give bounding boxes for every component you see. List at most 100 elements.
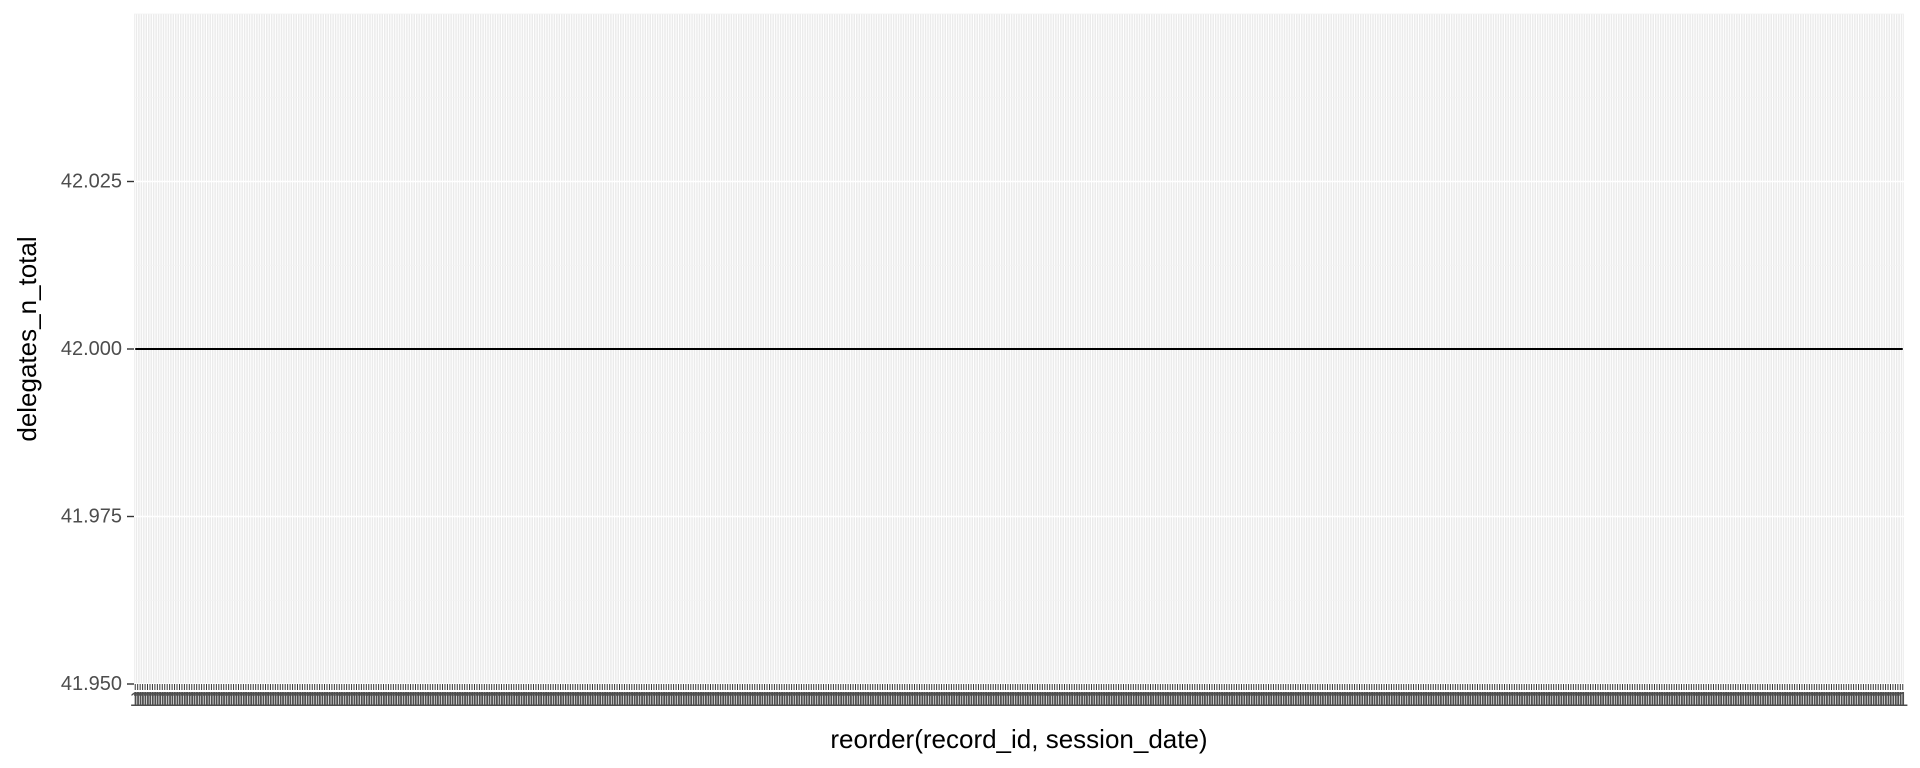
x-tick-label: 1 xyxy=(671,689,682,711)
x-tick-label: 1 xyxy=(1433,689,1444,711)
x-tick-label: 1 xyxy=(1204,689,1215,711)
x-tick-label: 1 xyxy=(174,689,185,711)
x-tick-label: 1 xyxy=(230,689,241,711)
x-tick-label: 1 xyxy=(806,689,817,711)
x-tick-label: 1 xyxy=(366,689,377,711)
x-tick-label: 1 xyxy=(1307,689,1318,711)
x-tick-label: 1 xyxy=(285,689,296,711)
x-tick-label: 1 xyxy=(329,689,340,711)
x-tick-label: 1 xyxy=(1548,689,1559,711)
x-tick-label: 1 xyxy=(1071,689,1082,711)
x-tick-label: 1 xyxy=(348,689,359,711)
x-tick-label: 1 xyxy=(1666,689,1677,711)
x-tick-label: 1 xyxy=(793,689,804,711)
x-tick-label: 1 xyxy=(1081,689,1092,711)
x-tick-label: 1 xyxy=(213,689,224,711)
x-tick-label: 1 xyxy=(803,689,814,711)
x-tick-label: 1 xyxy=(1320,689,1331,711)
x-tick-label: 1 xyxy=(1310,689,1321,711)
x-tick-label: 1 xyxy=(405,689,416,711)
x-tick-label: 1 xyxy=(1391,689,1402,711)
x-tick-label: 1 xyxy=(1455,689,1466,711)
x-tick-label: 1 xyxy=(1479,689,1490,711)
x-tick-label: 1 xyxy=(978,689,989,711)
x-tick-label: 1 xyxy=(1300,689,1311,711)
x-tick-label: 1 xyxy=(1413,689,1424,711)
x-tick-label: 1 xyxy=(1723,689,1734,711)
x-tick-label: 1 xyxy=(811,689,822,711)
x-tick-label: 1 xyxy=(189,689,200,711)
x-tick-label: 1 xyxy=(1868,689,1879,711)
x-tick-label: 1 xyxy=(1406,689,1417,711)
x-tick-label: 1 xyxy=(420,689,431,711)
x-tick-label: 1 xyxy=(1745,689,1756,711)
x-tick-label: 1 xyxy=(712,689,723,711)
x-tick-label: 1 xyxy=(1329,689,1340,711)
x-tick-label: 1 xyxy=(1875,689,1886,711)
x-tick-label: 1 xyxy=(690,689,701,711)
x-tick-label: 1 xyxy=(1093,689,1104,711)
x-tick-label: 1 xyxy=(1843,689,1854,711)
x-tick-label: 1 xyxy=(693,689,704,711)
x-tick-label: 1 xyxy=(194,689,205,711)
x-tick-label: 1 xyxy=(1189,689,1200,711)
x-tick-label: 1 xyxy=(1192,689,1203,711)
x-tick-label: 1 xyxy=(589,689,600,711)
x-tick-label: 1 xyxy=(761,689,772,711)
x-tick-label: 1 xyxy=(1693,689,1704,711)
x-tick-label: 1 xyxy=(1565,689,1576,711)
x-tick-label: 1 xyxy=(707,689,718,711)
x-tick-label: 1 xyxy=(1804,689,1815,711)
x-tick-label: 1 xyxy=(137,689,148,711)
x-tick-label: 1 xyxy=(1147,689,1158,711)
x-tick-label: 1 xyxy=(435,689,446,711)
x-tick-label: 1 xyxy=(1696,689,1707,711)
x-tick-label: 1 xyxy=(1182,689,1193,711)
x-tick-label: 1 xyxy=(808,689,819,711)
x-tick-label: 1 xyxy=(1388,689,1399,711)
x-tick-label: 1 xyxy=(464,689,475,711)
x-tick-label: 1 xyxy=(1546,689,1557,711)
x-axis: 1111111111111111111111111111111111111111… xyxy=(130,684,1908,711)
x-tick-label: 1 xyxy=(272,689,283,711)
x-tick-label: 1 xyxy=(245,689,256,711)
x-tick-label: 1 xyxy=(1610,689,1621,711)
x-tick-label: 1 xyxy=(167,689,178,711)
x-tick-label: 1 xyxy=(1489,689,1500,711)
x-tick-label: 1 xyxy=(1010,689,1021,711)
x-tick-label: 1 xyxy=(1725,689,1736,711)
x-tick-label: 1 xyxy=(1870,689,1881,711)
x-tick-label: 1 xyxy=(717,689,728,711)
x-tick-label: 1 xyxy=(619,689,630,711)
x-tick-label: 1 xyxy=(1777,689,1788,711)
x-tick-label: 1 xyxy=(1683,689,1694,711)
x-tick-label: 1 xyxy=(1056,689,1067,711)
x-tick-label: 1 xyxy=(1460,689,1471,711)
x-tick-label: 1 xyxy=(968,689,979,711)
x-tick-label: 1 xyxy=(897,689,908,711)
x-tick-label: 1 xyxy=(1209,689,1220,711)
x-tick-label: 1 xyxy=(1531,689,1542,711)
x-tick-label: 1 xyxy=(1410,689,1421,711)
x-tick-label: 1 xyxy=(555,689,566,711)
x-tick-label: 1 xyxy=(1022,689,1033,711)
x-tick-label: 1 xyxy=(1794,689,1805,711)
x-tick-label: 1 xyxy=(371,689,382,711)
x-tick-label: 1 xyxy=(818,689,829,711)
x-tick-label: 1 xyxy=(1332,689,1343,711)
x-tick-label: 1 xyxy=(1381,689,1392,711)
x-tick-label: 1 xyxy=(1585,689,1596,711)
x-tick-label: 1 xyxy=(235,689,246,711)
y-axis-title: delegates_n_total xyxy=(12,236,42,441)
x-tick-label: 1 xyxy=(1393,689,1404,711)
x-tick-label: 1 xyxy=(985,689,996,711)
x-tick-label: 1 xyxy=(1556,689,1567,711)
x-tick-label: 1 xyxy=(1047,689,1058,711)
x-tick-label: 1 xyxy=(1622,689,1633,711)
x-tick-label: 1 xyxy=(1583,689,1594,711)
x-tick-label: 1 xyxy=(779,689,790,711)
x-tick-label: 1 xyxy=(1039,689,1050,711)
x-tick-label: 1 xyxy=(683,689,694,711)
x-tick-label: 1 xyxy=(909,689,920,711)
x-tick-label: 1 xyxy=(747,689,758,711)
